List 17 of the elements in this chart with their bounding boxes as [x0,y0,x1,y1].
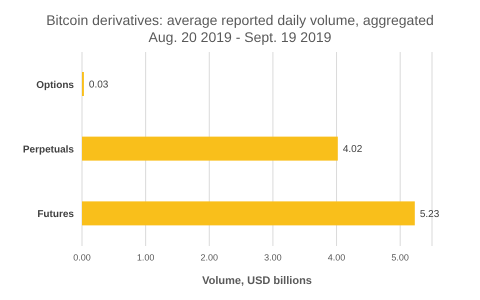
bar [82,201,415,226]
x-tick-label: 2.00 [200,252,218,262]
x-tick-label: 3.00 [264,252,282,262]
x-tick-label: 1.00 [136,252,154,262]
x-tick-label: 5.00 [391,252,409,262]
bar [82,136,338,161]
y-tick-label: Perpetuals [22,144,74,156]
x-tick-label: 0.00 [73,252,91,262]
y-tick-label: Futures [37,209,74,220]
chart-subtitle: Aug. 20 2019 - Sept. 19 2019 [148,29,332,46]
x-tick-label: 4.00 [328,252,346,262]
x-axis-title: Volume, USD billions [202,275,312,287]
data-label: 0.03 [88,80,109,91]
data-label: 5.23 [420,208,440,220]
y-tick-label: Options [36,80,74,91]
data-label: 4.02 [342,144,363,156]
chart-title: Bitcoin derivatives: average reported daily volume, aggregated [45,11,435,29]
